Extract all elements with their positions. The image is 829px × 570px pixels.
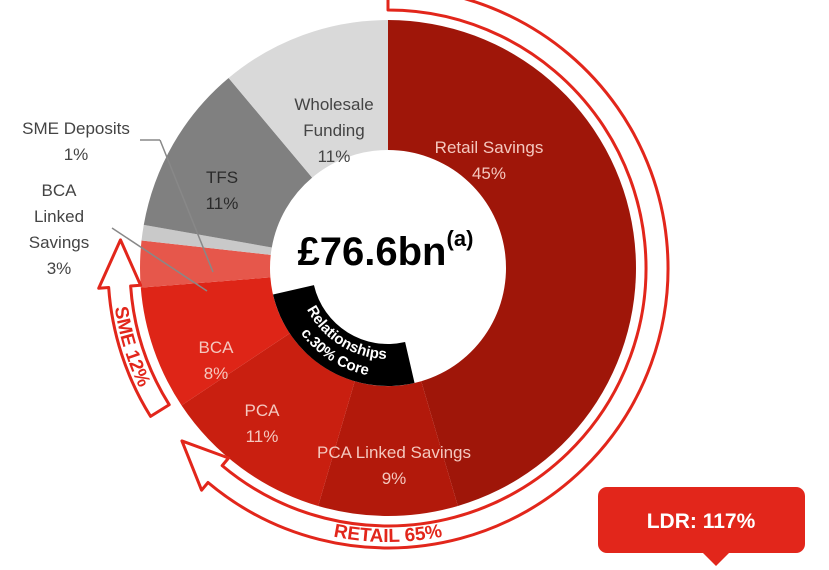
center-label: £76.6bn — [298, 230, 447, 274]
retail-bracket — [180, 0, 670, 550]
core-band — [273, 285, 415, 386]
leader-line — [159, 139, 214, 273]
donut-segment — [139, 240, 271, 288]
segment-value: 9% — [381, 469, 407, 488]
segment-name: BCA — [198, 338, 234, 357]
segment-value: 8% — [203, 364, 229, 383]
segment-label: PCA 11% — [245, 398, 280, 450]
ldr-box — [598, 487, 805, 553]
segment-label: SME Deposits 1% — [22, 116, 130, 168]
segment-name: PCA — [244, 401, 280, 420]
segment-value: 11% — [317, 147, 351, 166]
segment-name: Wholesale Funding — [294, 95, 374, 140]
center-note: (a) — [447, 226, 474, 251]
segment-name: SME Deposits — [22, 119, 130, 138]
leader-line — [111, 227, 208, 292]
segment-value: 11% — [205, 194, 239, 213]
segment-label: Wholesale Funding 11% — [279, 92, 389, 170]
segment-value: 3% — [46, 259, 72, 278]
segment-name: BCA Linked Savings — [28, 181, 90, 252]
segment-label: TFS 11% — [206, 165, 239, 217]
segment-label: Retail Savings 45% — [435, 135, 544, 187]
donut-segment — [228, 20, 388, 178]
segment-value: 45% — [471, 164, 507, 183]
ldr-label: LDR: 117% — [647, 510, 756, 533]
segment-value: 11% — [245, 427, 279, 446]
donut-segment — [181, 333, 355, 506]
segment-name: Retail Savings — [434, 138, 544, 157]
donut-segment — [388, 20, 636, 506]
segment-name: PCA Linked Savings — [316, 443, 472, 462]
sme-bracket — [97, 238, 171, 418]
segment-label: BCA 8% — [199, 335, 234, 387]
donut-segment — [141, 224, 272, 255]
segment-label: PCA Linked Savings 9% — [317, 440, 471, 492]
segment-name: TFS — [205, 168, 239, 187]
donut-segment — [318, 381, 458, 516]
ldr-tail — [702, 552, 730, 566]
segment-label: BCA Linked Savings 3% — [19, 178, 99, 282]
segment-value: 1% — [63, 145, 89, 164]
donut-segment — [140, 277, 290, 406]
